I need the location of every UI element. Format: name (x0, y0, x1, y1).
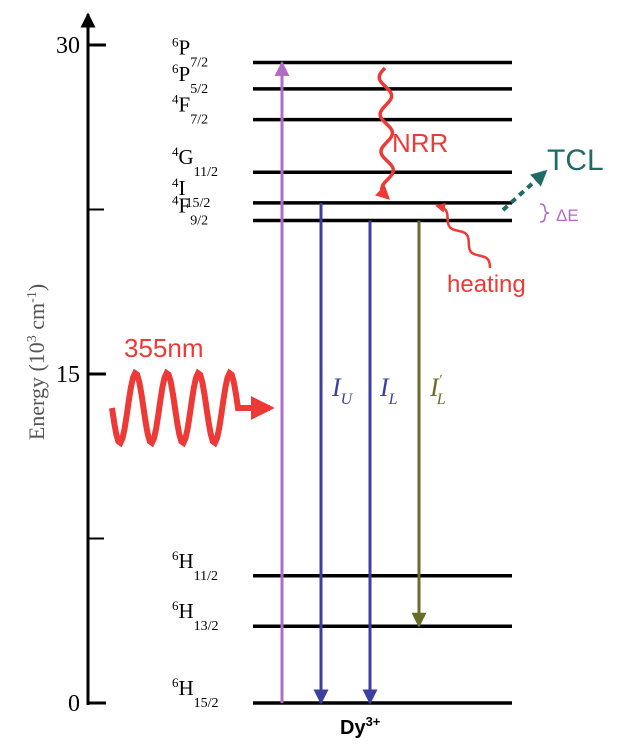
level-term: H (179, 676, 194, 700)
level-j: 15/2 (186, 196, 211, 211)
tcl-arrow (501, 169, 548, 212)
level-label: 4F9/2 (172, 192, 208, 228)
tick-label: 15 (56, 362, 80, 388)
level-j: 7/2 (190, 113, 208, 128)
heating-wave (435, 202, 492, 269)
level-term: H (179, 549, 194, 573)
level-term: F (179, 193, 191, 217)
level-label: 6H15/2 (172, 675, 219, 711)
ion-label: Dy3+ (340, 714, 381, 739)
iu-label: IU (331, 373, 354, 408)
level-label: 6P7/2 (172, 35, 208, 71)
level-term: H (179, 599, 194, 623)
tick-label: 30 (56, 33, 80, 59)
level-j: 11/2 (194, 569, 218, 584)
level-multiplicity: 6 (172, 35, 179, 50)
level-multiplicity: 4 (172, 175, 179, 190)
delta-e-label: ΔE (556, 206, 579, 225)
nrr-label: NRR (392, 128, 448, 158)
level-label: 4G11/2 (172, 144, 218, 180)
level-multiplicity: 4 (172, 92, 179, 107)
level-j: 11/2 (194, 165, 218, 180)
level-term: P (179, 62, 191, 86)
il-label: IL (379, 373, 398, 408)
level-multiplicity: 6 (172, 675, 179, 690)
level-multiplicity: 6 (172, 598, 179, 613)
level-term: I (179, 176, 186, 200)
level-label: 4I15/2 (172, 175, 210, 211)
level-term: G (179, 145, 194, 169)
excitation-wave (109, 368, 275, 448)
tcl-label: TCL (547, 144, 604, 177)
level-multiplicity: 4 (172, 192, 179, 207)
level-label: 6H13/2 (172, 598, 219, 634)
level-j: 7/2 (190, 56, 208, 71)
excitation-label: 355nm (124, 333, 204, 363)
il-prime-label: I′ L (429, 373, 446, 408)
level-j: 13/2 (194, 619, 219, 634)
level-multiplicity: 6 (172, 548, 179, 563)
level-label: 6P5/2 (172, 61, 208, 97)
level-j: 9/2 (190, 213, 208, 228)
tick-label: 0 (68, 691, 80, 717)
heating-label: heating (447, 271, 526, 298)
level-multiplicity: 6 (172, 61, 179, 76)
level-label: 4F7/2 (172, 92, 208, 128)
level-multiplicity: 4 (172, 144, 179, 159)
level-label: 6H11/2 (172, 548, 218, 584)
level-term: F (179, 93, 191, 117)
delta-e-brace (539, 203, 550, 223)
level-j: 5/2 (190, 82, 208, 97)
axis-title: Energy (103 cm-1) (24, 284, 49, 440)
level-j: 15/2 (194, 696, 219, 711)
level-term: P (179, 36, 191, 60)
nrr-wave (375, 66, 396, 200)
